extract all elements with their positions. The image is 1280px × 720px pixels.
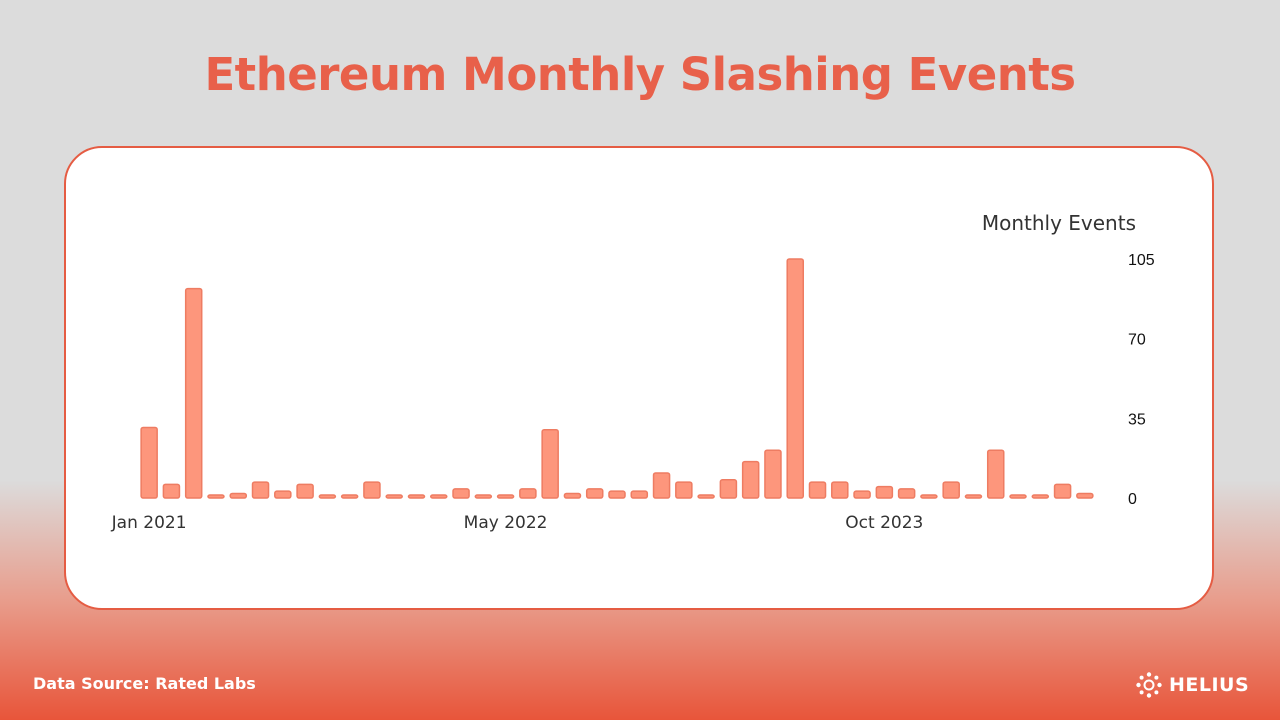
bar-aug-2021 xyxy=(296,483,314,499)
bar-jun-2023 xyxy=(786,258,805,499)
bar-apr-2022 xyxy=(474,494,493,499)
bar-jun-2022 xyxy=(519,488,537,499)
y-tick-label-70: 70 xyxy=(1128,332,1146,349)
helius-logo: HELIUS xyxy=(1136,672,1249,698)
bar-feb-2022 xyxy=(430,494,448,499)
bars-group xyxy=(140,258,1094,499)
bar-mar-2021 xyxy=(184,287,203,499)
y-tick-label-105: 105 xyxy=(1128,252,1155,269)
bar-apr-2023 xyxy=(741,460,760,499)
bar-jan-2024 xyxy=(942,481,960,499)
helius-sun-icon xyxy=(1136,672,1162,698)
bar-sep-2023 xyxy=(853,490,871,499)
bar-jun-2024 xyxy=(1053,483,1072,499)
bar-feb-2021 xyxy=(162,483,181,499)
bar-jan-2022 xyxy=(407,494,426,499)
bar-may-2021 xyxy=(229,492,248,499)
bar-may-2023 xyxy=(764,449,782,499)
data-source-note: Data Source: Rated Labs xyxy=(33,674,256,693)
bar-jul-2023 xyxy=(808,481,827,499)
bar-jul-2021 xyxy=(274,490,292,499)
bar-jul-2022 xyxy=(541,428,559,499)
bar-oct-2022 xyxy=(608,490,626,499)
x-tick-label-jan-2021: Jan 2021 xyxy=(111,513,187,533)
bar-nov-2021 xyxy=(363,481,381,499)
bar-apr-2024 xyxy=(1009,494,1027,499)
bar-oct-2021 xyxy=(340,494,359,499)
bar-mar-2022 xyxy=(452,488,470,499)
bar-jan-2021 xyxy=(140,426,158,499)
bar-oct-2023 xyxy=(875,485,894,499)
y-tick-label-35: 35 xyxy=(1128,411,1146,428)
bar-jan-2023 xyxy=(675,481,693,499)
y-tick-label-0: 0 xyxy=(1128,491,1137,508)
bar-feb-2023 xyxy=(697,494,715,499)
x-tick-label-oct-2023: Oct 2023 xyxy=(845,513,923,533)
bar-apr-2021 xyxy=(207,494,225,499)
bar-nov-2023 xyxy=(897,488,916,499)
y-axis-title: Monthly Events xyxy=(982,211,1136,235)
bar-dec-2021 xyxy=(385,494,403,499)
bar-jul-2024 xyxy=(1076,492,1094,499)
bar-may-2024 xyxy=(1031,494,1050,499)
bar-chart: Monthly Events 0 35 70 105 Jan 2021 May 2022… xyxy=(111,211,1155,533)
bar-feb-2024 xyxy=(964,494,983,499)
bar-sep-2022 xyxy=(585,488,604,499)
x-tick-label-may-2022: May 2022 xyxy=(464,513,548,533)
y-axis-ticks: 0 35 70 105 xyxy=(1128,252,1155,508)
chart-card: Monthly Events 0 35 70 105 Jan 2021 May 2022… xyxy=(64,146,1214,610)
bar-mar-2024 xyxy=(986,449,1005,499)
bar-mar-2023 xyxy=(719,479,738,499)
bar-dec-2023 xyxy=(920,494,938,499)
page-title: Ethereum Monthly Slashing Events xyxy=(204,48,1076,101)
bar-may-2022 xyxy=(496,494,515,499)
bar-aug-2022 xyxy=(563,492,582,499)
bar-sep-2021 xyxy=(318,494,337,499)
logo-text: HELIUS xyxy=(1169,674,1250,696)
bar-nov-2022 xyxy=(630,490,649,499)
bar-dec-2022 xyxy=(652,472,671,499)
bar-aug-2023 xyxy=(831,481,849,499)
bar-jun-2021 xyxy=(251,481,270,499)
